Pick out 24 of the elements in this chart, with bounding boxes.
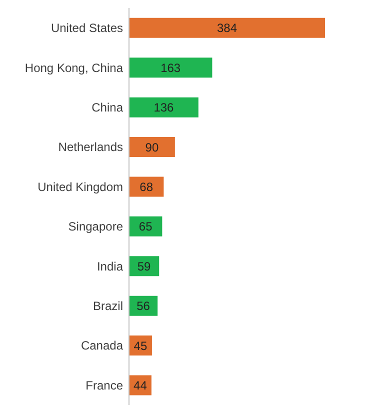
y-tick-label: Singapore <box>68 220 124 234</box>
data-label: 44 <box>134 378 148 392</box>
data-label: 136 <box>154 100 174 115</box>
data-label: 163 <box>160 60 181 75</box>
bar <box>129 18 325 38</box>
data-label: 59 <box>137 259 152 274</box>
y-tick-label: Brazil <box>92 299 123 314</box>
bar <box>129 97 198 118</box>
data-label: 68 <box>140 180 154 194</box>
y-tick-label: Hong Kong, China <box>24 60 124 75</box>
data-label: 45 <box>134 338 148 353</box>
data-label: 65 <box>138 220 153 234</box>
y-tick-label: India <box>96 259 124 274</box>
y-tick-label: Netherlands <box>58 140 123 154</box>
y-tick-label: United Kingdom <box>38 180 123 194</box>
data-label: 90 <box>145 140 159 154</box>
y-tick-label: France <box>86 378 124 392</box>
data-label: 384 <box>216 21 238 36</box>
y-tick-label: Canada <box>80 338 124 353</box>
y-tick-label: China <box>92 100 124 115</box>
bar <box>129 58 212 78</box>
bar <box>129 137 175 158</box>
y-tick-label: United States <box>50 21 123 36</box>
data-label: 56 <box>136 299 150 314</box>
